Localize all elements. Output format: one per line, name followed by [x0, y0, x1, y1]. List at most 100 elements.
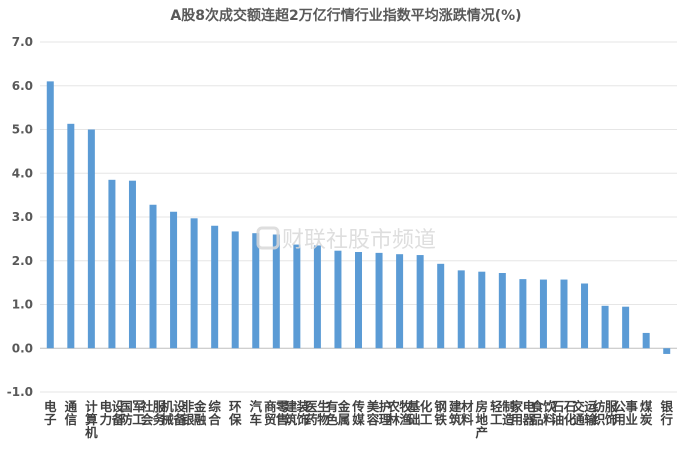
svg-text:环保: 环保 — [228, 399, 242, 427]
svg-text:有色: 有色 — [326, 399, 339, 427]
bar — [498, 273, 506, 349]
x-tick-label: 传媒 — [351, 399, 365, 427]
bar — [170, 211, 178, 349]
y-tick-label: -1.0 — [7, 385, 33, 399]
svg-text:银行: 银行 — [659, 399, 673, 427]
y-tick-label: 6.0 — [12, 79, 33, 93]
svg-text:化工: 化工 — [420, 399, 433, 427]
bar — [622, 306, 630, 349]
svg-text:饮料: 饮料 — [542, 399, 556, 427]
svg-text:计算机: 计算机 — [85, 399, 98, 440]
svg-text:传媒: 传媒 — [351, 399, 365, 427]
svg-text:煤炭: 煤炭 — [640, 399, 653, 427]
svg-text:钢铁: 钢铁 — [434, 399, 447, 427]
svg-text:电子: 电子 — [44, 399, 57, 427]
svg-text:石油: 石油 — [551, 399, 565, 427]
bar — [128, 180, 136, 349]
svg-text:电力: 电力 — [100, 399, 113, 427]
svg-text:运输: 运输 — [584, 399, 597, 427]
y-tick-label: 3.0 — [12, 210, 33, 224]
svg-text:家用: 家用 — [510, 399, 524, 427]
svg-text:交通: 交通 — [572, 399, 585, 427]
bar — [87, 129, 95, 349]
svg-text:金属: 金属 — [337, 399, 351, 427]
svg-text:食品: 食品 — [530, 399, 544, 427]
bar — [560, 279, 568, 349]
x-tick-label: 计算机 — [85, 399, 98, 440]
bar — [355, 252, 362, 349]
bar — [334, 250, 342, 349]
svg-text:农林: 农林 — [386, 399, 400, 427]
bar — [478, 271, 486, 349]
bar — [642, 332, 650, 349]
svg-text:装饰: 装饰 — [296, 399, 310, 427]
svg-text:设备: 设备 — [111, 399, 125, 427]
svg-text:轻工: 轻工 — [490, 399, 503, 427]
bar — [416, 255, 424, 349]
watermark-text: 财联社股市频道 — [282, 228, 436, 253]
svg-text:事业: 事业 — [625, 399, 638, 427]
bar — [67, 123, 75, 349]
bar — [211, 225, 219, 349]
svg-text:基础: 基础 — [407, 399, 421, 427]
svg-text:社会: 社会 — [140, 399, 154, 427]
x-tick-label: 煤炭 — [640, 399, 653, 427]
y-tick-label: 0.0 — [12, 341, 33, 355]
svg-text:通信: 通信 — [65, 399, 78, 427]
x-tick-label: 汽车 — [250, 399, 263, 427]
x-tick-label: 钢铁 — [434, 399, 447, 427]
bar — [519, 279, 527, 349]
svg-text:护理: 护理 — [379, 399, 392, 427]
x-axis-ticks: 电子通信计算机电力设备国防军工社会服务机械设备非银金融综合环保汽车商贸零售建筑装… — [44, 399, 673, 440]
x-tick-label: 环保 — [228, 399, 242, 427]
svg-text:机械: 机械 — [161, 399, 174, 427]
svg-text:石化: 石化 — [563, 399, 577, 427]
svg-text:建筑: 建筑 — [449, 399, 462, 427]
svg-text:非银: 非银 — [182, 399, 195, 427]
bar — [149, 204, 157, 349]
bar — [293, 244, 301, 349]
bar — [46, 81, 54, 349]
x-tick-label: 综合 — [208, 399, 221, 427]
bar — [581, 283, 589, 349]
bar — [190, 218, 198, 349]
svg-text:国防: 国防 — [120, 399, 133, 427]
svg-text:制造: 制造 — [502, 399, 515, 427]
y-tick-label: 2.0 — [12, 254, 33, 268]
svg-text:生物: 生物 — [317, 399, 330, 427]
bar — [663, 348, 671, 354]
svg-text:综合: 综合 — [208, 399, 221, 427]
bar — [601, 305, 609, 349]
svg-text:服务: 服务 — [153, 399, 166, 427]
svg-text:电器: 电器 — [522, 399, 536, 427]
bar — [396, 254, 404, 349]
svg-text:公用: 公用 — [612, 399, 626, 427]
cls-logo-icon — [256, 226, 280, 250]
svg-text:军工: 军工 — [132, 399, 145, 427]
svg-text:零售: 零售 — [275, 399, 289, 427]
svg-text:材料: 材料 — [460, 399, 474, 427]
x-tick-label: 银行 — [659, 399, 673, 427]
y-tick-label: 7.0 — [12, 35, 33, 49]
y-tick-label: 4.0 — [12, 166, 33, 180]
svg-text:美容: 美容 — [366, 399, 380, 427]
bars — [46, 81, 671, 354]
x-tick-label: 电子 — [44, 399, 57, 427]
chart-title: A股8次成交额连超2万亿行情行业指数平均涨跌情况(%) — [170, 7, 521, 24]
x-tick-label: 房地产 — [476, 399, 489, 440]
bar — [313, 245, 321, 349]
bar — [457, 270, 465, 349]
